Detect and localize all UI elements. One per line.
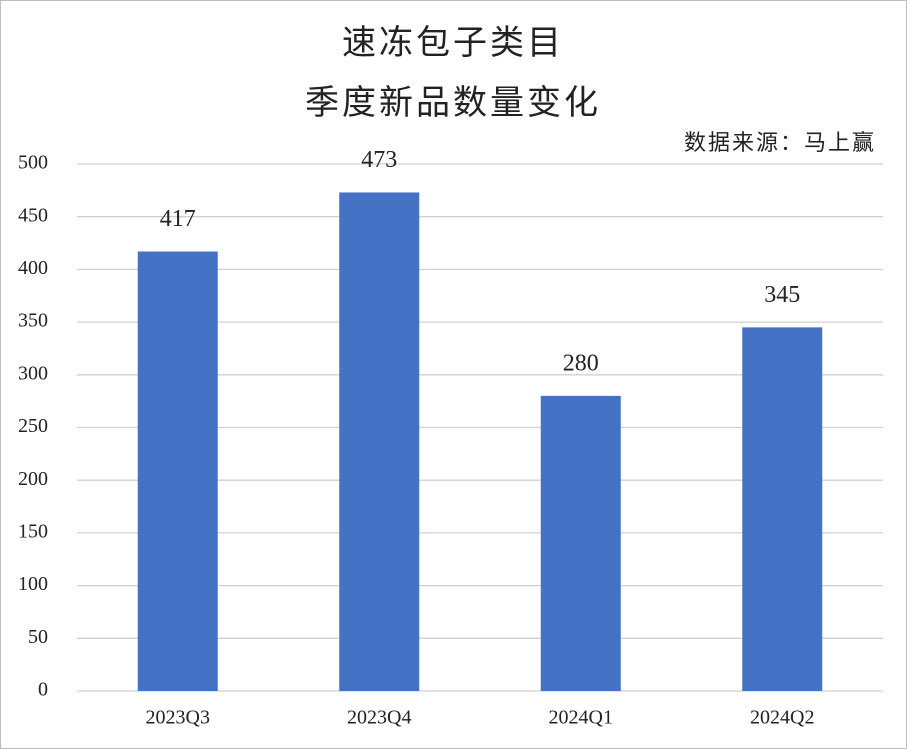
y-tick-label: 150 [18,520,48,542]
bar [137,251,218,691]
data-label: 417 [160,206,196,232]
y-tick-label: 450 [18,204,48,226]
chart-subtitle: 季度新品数量变化 [305,84,601,122]
source-note: 数据来源：马上赢 [684,130,876,155]
y-tick-label: 250 [18,415,48,437]
x-tick-label: 2023Q3 [146,707,210,729]
y-tick-label: 500 [18,152,48,174]
y-tick-label: 400 [18,257,48,279]
data-label: 280 [563,350,599,376]
data-label: 345 [764,282,800,308]
y-tick-label: 50 [28,626,48,648]
x-tick-label: 2024Q1 [549,707,613,729]
bar [339,192,420,691]
chart-title: 速冻包子类目 [342,24,564,62]
data-label: 473 [361,147,397,173]
y-tick-label: 0 [38,679,48,701]
y-tick-label: 300 [18,362,48,384]
x-tick-label: 2023Q4 [347,707,411,729]
bar [742,327,823,691]
y-tick-label: 350 [18,310,48,332]
y-tick-label: 100 [18,573,48,595]
x-tick-label: 2024Q2 [750,707,814,729]
y-tick-label: 200 [18,468,48,490]
bar [540,395,621,691]
